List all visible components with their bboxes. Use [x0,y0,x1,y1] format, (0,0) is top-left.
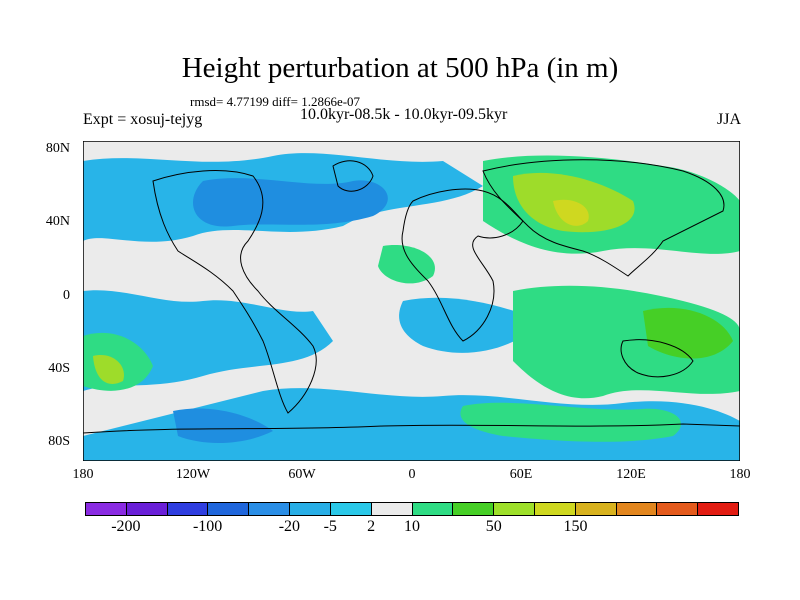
lon-label-120w: 120W [175,467,211,482]
lat-label-80n: 80N [45,141,70,156]
chart-title: Height perturbation at 500 hPa (in m) [181,52,619,84]
lon-label-60w: 60W [288,467,316,482]
color-bar-swatch [453,503,495,515]
lon-label-60e: 60E [509,467,533,482]
color-bar-swatch [371,503,413,515]
lat-label-0: 0 [63,288,70,303]
map-panel [83,141,740,461]
color-bar-label: 150 [563,518,588,535]
period-label: 10.0kyr-08.5k - 10.0kyr-09.5kyr [300,106,508,123]
color-bar-swatch [249,503,291,515]
color-bar-swatch [412,503,454,515]
color-bar-label: -100 [192,518,223,535]
color-bar-swatch [616,503,658,515]
color-bar-label: 10 [404,518,420,535]
color-bar-swatch [330,503,372,515]
stats-text: rmsd= 4.77199 diff= 1.2866e-07 [190,94,361,109]
color-bar-swatch [657,503,699,515]
lon-label-120e: 120E [616,467,646,482]
color-bar-label: -5 [323,518,337,535]
lon-label-0: 0 [408,467,416,482]
color-bar-label: -200 [111,518,141,535]
experiment-label: Expt = xosuj-tejyg [83,111,203,128]
coastlines [83,159,740,434]
color-bar-swatch [494,503,535,515]
color-bar-label: 2 [367,518,376,535]
color-bar [85,502,739,516]
lat-label-80s: 80S [48,434,70,449]
color-bar-swatch [126,503,168,515]
contour-fills [83,153,740,461]
color-bar-swatch [86,503,127,515]
color-bar-label: -20 [278,518,301,535]
color-bar-swatch [290,503,331,515]
color-bar-swatch [167,503,209,515]
lat-label-40s: 40S [48,361,70,376]
lon-label-180w: 180 [72,467,94,482]
lon-label-180e: 180 [729,467,751,482]
color-bar-swatch [534,503,576,515]
season-label: JJA [716,111,741,128]
color-bar-swatch [575,503,617,515]
color-bar-swatch [208,503,250,515]
color-bar-swatch [698,503,738,515]
color-bar-label: 50 [485,518,502,535]
lat-label-40n: 40N [45,214,70,229]
